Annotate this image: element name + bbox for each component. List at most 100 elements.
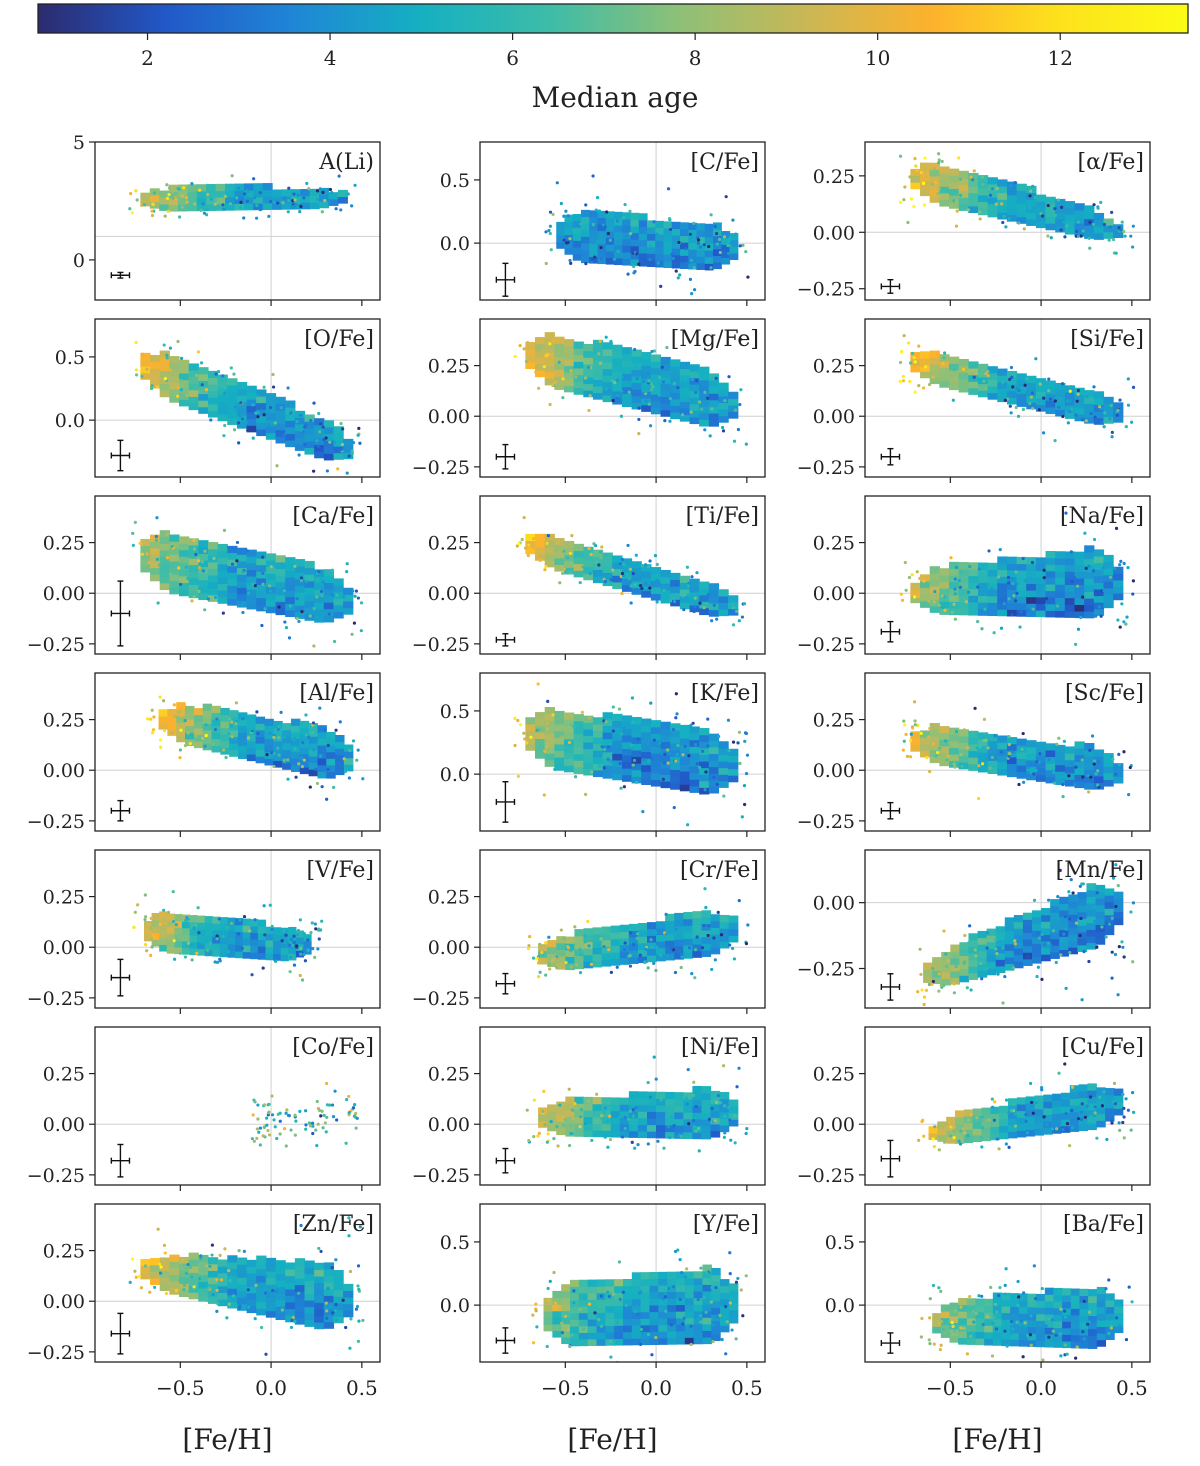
scatter-point	[945, 1122, 949, 1126]
heatmap-cell	[968, 562, 979, 570]
heatmap-cell	[1113, 230, 1124, 239]
heatmap-cell	[275, 416, 286, 424]
scatter-point	[579, 1107, 583, 1112]
scatter-point	[985, 967, 989, 971]
scatter-point	[153, 1285, 157, 1289]
heatmap-cell	[294, 430, 306, 438]
heatmap-cell	[602, 342, 613, 350]
heatmap-cell	[150, 355, 161, 363]
scatter-point	[599, 1116, 603, 1120]
scatter-point	[1076, 627, 1081, 631]
scatter-point	[206, 192, 210, 197]
heatmap-cell	[573, 720, 584, 728]
heatmap-cell	[689, 397, 700, 405]
heatmap-cell	[679, 777, 691, 785]
scatter-point	[255, 1136, 259, 1140]
scatter-point	[256, 415, 260, 419]
heatmap-cell	[710, 1104, 721, 1112]
scatter-point	[1001, 1001, 1005, 1005]
heatmap-cell	[207, 403, 219, 411]
heatmap-cell	[217, 576, 228, 585]
scatter-point	[194, 734, 198, 739]
scatter-point	[168, 368, 173, 372]
scatter-point	[1107, 922, 1112, 926]
heatmap-cell	[674, 1125, 684, 1133]
scatter-point	[661, 380, 666, 384]
scatter-point	[583, 1121, 588, 1126]
panel-title: [Cr/Fe]	[680, 858, 759, 883]
scatter-point	[134, 1275, 138, 1279]
scatter-point	[724, 195, 728, 199]
scatter-point	[570, 1131, 574, 1136]
heatmap-cell	[692, 950, 703, 958]
scatter-point	[1013, 180, 1017, 185]
heatmap-cell	[619, 924, 630, 932]
scatter-point	[723, 1131, 727, 1135]
heatmap-cell	[273, 753, 283, 762]
heatmap-cell	[275, 423, 286, 431]
scatter-point	[267, 214, 271, 218]
heatmap-cell	[207, 397, 219, 405]
scatter-point	[203, 608, 207, 612]
scatter-point	[567, 740, 572, 745]
heatmap-cell	[169, 362, 180, 370]
heatmap-cell	[189, 915, 198, 923]
scatter-point	[602, 732, 607, 737]
scatter-point	[185, 396, 189, 400]
scatter-point	[624, 564, 628, 568]
heatmap-cell	[910, 744, 921, 752]
scatter-point	[215, 1309, 219, 1313]
panel-title: [Co/Fe]	[292, 1035, 374, 1060]
heatmap-cell	[631, 763, 642, 771]
heatmap-cell	[614, 244, 623, 252]
heatmap-cell	[1016, 738, 1027, 746]
scatter-point	[173, 195, 178, 199]
heatmap-cell	[1026, 395, 1037, 403]
heatmap-cell	[977, 745, 989, 753]
scatter-point	[1098, 1095, 1102, 1099]
scatter-point	[1052, 781, 1056, 785]
heatmap-cell	[728, 775, 739, 783]
scatter-point	[566, 214, 570, 218]
scatter-point	[343, 769, 348, 774]
scatter-point	[310, 1121, 315, 1125]
heatmap-cell	[1026, 773, 1037, 781]
heatmap-cell	[323, 433, 335, 441]
heatmap-cell	[670, 572, 681, 581]
heatmap-cell	[939, 380, 950, 388]
scatter-point	[952, 1129, 956, 1133]
heatmap-cells	[923, 883, 1124, 986]
heatmap-cell	[1084, 558, 1095, 566]
heatmap-cell	[151, 939, 160, 947]
scatter-point	[171, 199, 176, 204]
scatter-point	[662, 1146, 666, 1150]
heatmap-cell	[1064, 759, 1076, 767]
heatmap-cell	[220, 714, 230, 722]
scatter-point	[1064, 511, 1068, 515]
scatter-point	[733, 1141, 737, 1145]
heatmap-cell	[227, 1268, 238, 1276]
heatmap-cell	[696, 223, 706, 231]
scatter-point	[353, 183, 357, 187]
heatmap-cell	[671, 261, 681, 269]
heatmap-cell	[605, 1331, 615, 1340]
scatter-point	[732, 957, 737, 961]
scatter-point	[236, 186, 241, 190]
scatter-point	[289, 1128, 293, 1132]
heatmap-cell	[680, 261, 689, 269]
scatter-point	[324, 1301, 328, 1305]
heatmap-cell	[204, 935, 213, 944]
heatmap-cell	[592, 750, 604, 758]
heatmap-cell	[255, 736, 266, 744]
heatmap-cell	[544, 365, 555, 373]
scatter-point	[597, 563, 601, 567]
panel-title: [Si/Fe]	[1070, 327, 1144, 352]
heatmap-cell	[587, 1292, 598, 1300]
scatter-point	[717, 237, 722, 242]
heatmap-cell	[227, 404, 238, 412]
y-tick-label: 0.00	[813, 583, 855, 605]
scatter-point	[1097, 605, 1101, 609]
scatter-point	[598, 550, 603, 554]
heatmap-cell	[583, 350, 594, 358]
heatmap-cell	[689, 785, 700, 793]
